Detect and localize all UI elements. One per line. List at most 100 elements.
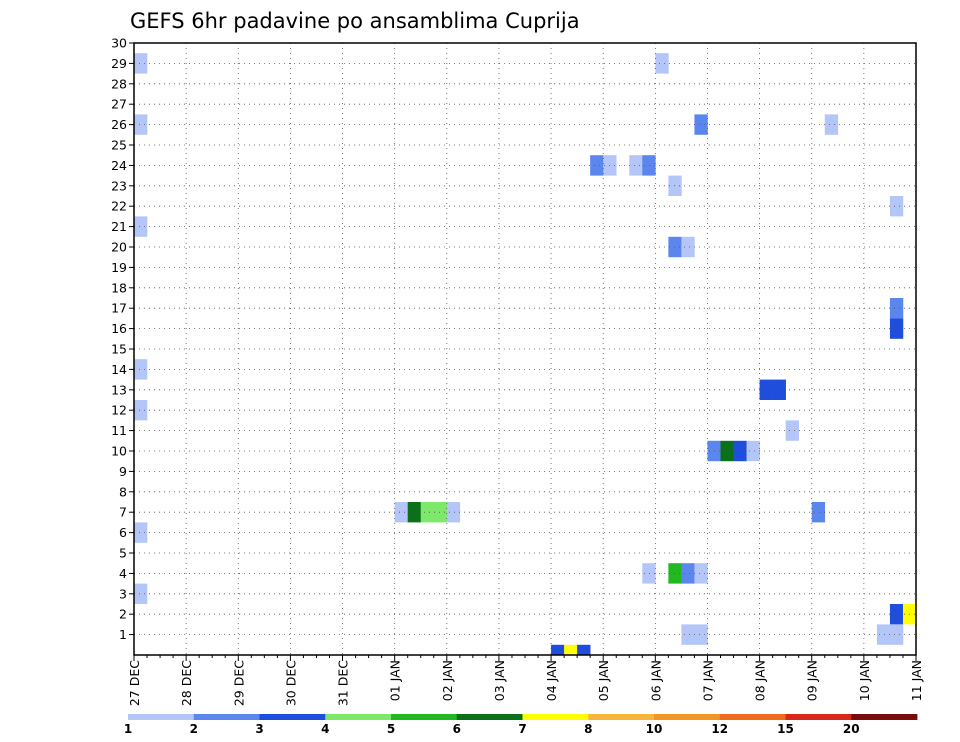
- x-axis: 27 DEC 28 DEC 29 DEC 30 DEC 31 DEC 01 JAN 02 J…: [127, 655, 924, 706]
- y-tick-label: 27: [111, 97, 127, 112]
- colorbar-swatch: [391, 714, 458, 720]
- colorbar-level-label: 4: [321, 722, 329, 736]
- heatmap-cell: [642, 563, 656, 584]
- colorbar-level-label: 3: [255, 722, 263, 736]
- heatmap-cell: [811, 502, 826, 523]
- colorbar-level-label: 2: [190, 722, 198, 736]
- y-tick-label: 3: [119, 586, 127, 601]
- heatmap-cells: [134, 53, 917, 655]
- colorbar-level-label: 1: [124, 722, 132, 736]
- y-tick-label: 15: [111, 342, 127, 357]
- heatmap-cell: [889, 298, 904, 319]
- chart-title: GEFS 6hr padavine po ansamblima Cuprija: [130, 9, 580, 33]
- heatmap-cell: [433, 502, 448, 523]
- heatmap-cell: [889, 196, 904, 217]
- heatmap-cell: [889, 604, 904, 625]
- heatmap-cell: [824, 114, 839, 135]
- heatmap-cell: [681, 563, 695, 584]
- heatmap-cell: [746, 440, 760, 462]
- y-tick-label: 19: [111, 260, 127, 275]
- y-tick-label: 21: [111, 219, 127, 234]
- x-tick-label: 01 JAN: [388, 660, 403, 701]
- heatmap-cell: [446, 502, 461, 523]
- colorbar-swatch: [259, 714, 326, 720]
- y-tick-label: 2: [119, 607, 127, 622]
- y-tick-label: 22: [111, 199, 127, 214]
- x-tick-label: 08 JAN: [753, 660, 768, 701]
- colorbar-swatch: [522, 714, 589, 720]
- x-tick-label: 10 JAN: [857, 660, 872, 701]
- y-tick-label: 12: [111, 403, 127, 418]
- heatmap-cell: [134, 114, 148, 135]
- y-tick-label: 28: [111, 76, 127, 91]
- y-tick-label: 20: [111, 240, 127, 255]
- y-tick-label: 1: [119, 627, 127, 642]
- colorbar-swatch: [588, 714, 655, 720]
- y-tick-label: 29: [111, 56, 127, 71]
- x-tick-label: 02 JAN: [440, 660, 455, 701]
- y-tick-label: 4: [119, 566, 127, 581]
- heatmap-cell: [668, 236, 682, 258]
- colorbar-level-label: 12: [711, 722, 728, 736]
- y-tick-label: 14: [111, 362, 127, 377]
- y-tick-label: 13: [111, 382, 127, 397]
- heatmap-cell: [551, 644, 565, 655]
- x-tick-label: 11 JAN: [909, 660, 924, 701]
- x-tick-label: 05 JAN: [596, 660, 611, 701]
- colorbar-level-label: 10: [646, 722, 663, 736]
- colorbar-swatch: [456, 714, 523, 720]
- heatmap-cell: [889, 624, 904, 645]
- y-tick-label: 18: [111, 280, 127, 295]
- y-axis: 1234567891011121314151617181920212223242…: [111, 36, 134, 642]
- heatmap-cell: [889, 318, 904, 339]
- x-tick-label: 27 DEC: [127, 660, 142, 706]
- heatmap-cell: [681, 236, 695, 258]
- colorbar-level-label: 6: [453, 722, 461, 736]
- heatmap-cell: [394, 502, 408, 523]
- y-tick-label: 8: [119, 484, 127, 499]
- colorbar-level-label: 7: [518, 722, 526, 736]
- heatmap-cell: [642, 155, 656, 176]
- heatmap-cell: [134, 522, 148, 543]
- x-tick-label: 07 JAN: [700, 660, 715, 701]
- y-tick-label: 11: [111, 423, 127, 438]
- heatmap-cell: [655, 53, 669, 74]
- y-tick-label: 17: [111, 301, 127, 316]
- heatmap-cell: [668, 175, 682, 196]
- y-tick-label: 5: [119, 546, 127, 561]
- heatmap-cell: [134, 53, 148, 74]
- y-tick-label: 9: [119, 464, 127, 479]
- heatmap-cell: [876, 624, 891, 645]
- colorbar-swatch: [193, 714, 260, 720]
- colorbar-level-label: 5: [387, 722, 395, 736]
- x-tick-label: 31 DEC: [336, 660, 351, 706]
- heatmap-cell: [134, 400, 148, 421]
- x-tick-label: 03 JAN: [492, 660, 507, 701]
- heatmap-cell: [733, 440, 747, 462]
- grid-lines: [134, 43, 916, 655]
- y-tick-label: 7: [119, 505, 127, 520]
- colorbar-swatch: [128, 714, 195, 720]
- heatmap-cell: [668, 563, 682, 584]
- y-tick-label: 10: [111, 444, 127, 459]
- heatmap-cell: [759, 379, 773, 400]
- y-tick-label: 16: [111, 321, 127, 336]
- heatmap-cell: [590, 155, 604, 176]
- colorbar-level-label: 20: [843, 722, 860, 736]
- x-tick-label: 06 JAN: [648, 660, 663, 701]
- heatmap-cell: [134, 583, 148, 604]
- heatmap-cell: [629, 155, 643, 176]
- heatmap-cell: [694, 563, 708, 584]
- heatmap-cell: [720, 440, 734, 462]
- heatmap-cell: [785, 420, 799, 441]
- colorbar-level-label: 15: [777, 722, 794, 736]
- x-tick-label: 04 JAN: [544, 660, 559, 701]
- colorbar-level-label: 8: [584, 722, 592, 736]
- heatmap-cell: [694, 624, 708, 645]
- heatmap-cell: [564, 644, 578, 655]
- colorbar-swatch: [785, 714, 852, 720]
- heatmap-cell: [681, 624, 695, 645]
- x-tick-label: 29 DEC: [231, 660, 246, 706]
- colorbar-swatch: [851, 714, 918, 720]
